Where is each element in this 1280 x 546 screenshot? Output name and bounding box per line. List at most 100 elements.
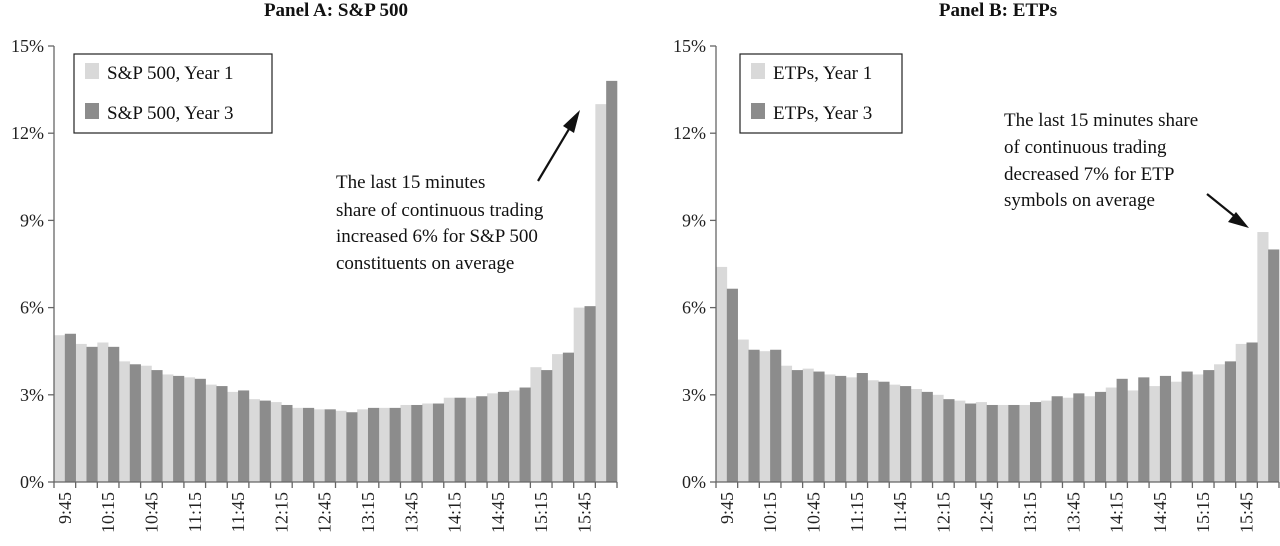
panel-a-bar-year3-1015 (108, 346, 120, 482)
panel-b-y-tick-label: 6% (682, 298, 706, 318)
panel-a-x-tick-label: 9:45 (55, 492, 75, 524)
panel-b-legend: ETPs, Year 1 ETPs, Year 3 (739, 53, 903, 134)
panel-b-bar-year1-1100 (824, 374, 836, 482)
panel-a-annotation-line-3: increased 6% for S&P 500 (336, 226, 538, 247)
panel-b-bar-year1-1145 (889, 384, 901, 482)
panel-b-bar-year1-1115 (845, 377, 858, 482)
panel-a: Panel A: S&P 500 0% 3% 6% 9% 12% 15% 9:45 10:1… (11, 0, 618, 533)
panel-a-bar-year3-1000 (86, 346, 98, 482)
panel-a-annotation-arrow (537, 123, 573, 182)
panel-b-bar-year1-1000 (737, 339, 749, 482)
panel-a-bar-year1-1015 (97, 342, 109, 482)
panel-a-legend-label-year1: S&P 500, Year 1 (107, 63, 234, 84)
panel-a-bar-year3-1115 (194, 378, 206, 482)
panel-a-y-tick-label: 15% (11, 36, 44, 56)
panel-b-bar-year1-945 (716, 266, 728, 482)
panel-a-x-tick-label: 13:15 (358, 492, 378, 533)
panel-a-bar-year1-1245 (313, 409, 325, 482)
panel-a-annotation-arrowhead (563, 110, 580, 133)
panel-b-bar-year3-1115 (856, 373, 868, 482)
panel-a-bar-year3-1445 (497, 391, 510, 482)
panel-a-bar-year3-1345 (411, 404, 423, 482)
panel-a-bar-year1-1445 (487, 393, 499, 482)
panel-b-annotation-line-4: symbols on average (1004, 190, 1155, 211)
panel-b-bar-year3-1100 (835, 375, 847, 482)
panel-a-bar-year3-1330 (389, 407, 401, 482)
panel-a-x-tick-label: 10:15 (98, 492, 118, 533)
panel-b-bar-year1-1400 (1084, 396, 1096, 482)
panel-b-bar-year3-1345 (1073, 393, 1085, 482)
panel-b-bar-year3-1430 (1138, 377, 1150, 482)
panel-b-x-tick-label: 12:45 (977, 492, 997, 533)
panel-b-annotation-arrow (1206, 193, 1239, 220)
panel-b-bar-year3-1130 (878, 381, 890, 482)
panel-a-x-tick-label: 15:15 (531, 492, 551, 533)
panel-a-bars (54, 80, 618, 482)
panel-a-annotation-line-4: constituents on average (336, 253, 514, 274)
panel-a-bar-year3-1400 (432, 403, 445, 482)
panel-b-bar-year3-1415 (1116, 378, 1128, 482)
panel-b-bar-year3-1315 (1029, 402, 1042, 482)
panel-a-bar-year3-1100 (173, 375, 185, 482)
panel-b-bar-year3-1545 (1246, 342, 1258, 482)
panel-a-bar-year1-1045 (140, 365, 152, 482)
panel-a-bar-year3-1500 (519, 387, 531, 482)
panel-a-bar-year1-1200 (248, 399, 261, 482)
panel-b-y-tick-label: 15% (673, 36, 706, 56)
panel-a-bar-year3-1200 (259, 400, 271, 482)
panel-a-legend-swatch-year1 (85, 63, 99, 79)
panel-a-x-tick-label: 14:45 (488, 492, 508, 533)
panel-b-x-tick-label: 11:15 (847, 492, 867, 532)
panel-b-bar-year1-1330 (1040, 400, 1052, 482)
panel-b-x-tick-label: 10:15 (760, 492, 780, 533)
panel-a-x-tick-label: 12:15 (271, 492, 291, 533)
panel-b-y-tick-label: 12% (673, 123, 706, 143)
panel-a-bar-year1-1430 (465, 397, 477, 482)
panel-b-bar-year1-1300 (997, 404, 1009, 482)
panel-b-annotation-line-1: The last 15 minutes share (1004, 110, 1198, 131)
panel-b-bar-year3-1200 (921, 391, 933, 482)
panel-b-bar-year3-1215 (943, 399, 955, 482)
panel-a-x-tick-label: 11:15 (185, 492, 205, 532)
panel-b-bar-year1-1245 (975, 402, 987, 482)
panel-b-legend-swatch-year3 (751, 103, 765, 119)
panel-b-bar-year1-1445 (1149, 386, 1161, 482)
panel-a-bar-year3-1030 (129, 364, 141, 482)
panel-a-y-tick-label: 12% (11, 123, 44, 143)
panel-a-annotation-line-2: share of continuous trading (336, 200, 544, 221)
panel-a-bar-year3-1545 (584, 306, 596, 482)
panel-b-annotation-arrowhead (1228, 212, 1249, 228)
panel-b-x-tick-label: 11:45 (890, 492, 910, 532)
panel-a-bar-year3-1430 (476, 396, 488, 482)
panel-a-bar-year3-1045 (151, 370, 163, 482)
panel-a-legend: S&P 500, Year 1 S&P 500, Year 3 (73, 53, 273, 134)
panel-b-legend-box (739, 53, 903, 134)
panel-b-bar-year3-1045 (813, 371, 825, 482)
panel-a-bar-year1-1230 (292, 407, 304, 482)
panel-a-axes (48, 45, 618, 488)
panel-a-bar-year3-1130 (216, 386, 228, 482)
panel-a-y-tick-label: 6% (20, 298, 44, 318)
panel-b-bar-year1-1430 (1127, 390, 1139, 482)
panel-b-annotation: The last 15 minutes share of continuous … (1004, 110, 1249, 228)
panel-a-bar-year3-1145 (238, 390, 250, 482)
panel-a-legend-label-year3: S&P 500, Year 3 (107, 103, 234, 124)
panel-b-bar-year3-1230 (965, 403, 977, 482)
panel-b-legend-swatch-year1 (751, 63, 765, 79)
panel-b-bar-year3-1015 (770, 349, 782, 482)
panel-b-bar-year1-1500 (1170, 381, 1182, 482)
panel-a-x-tick-label: 12:45 (315, 492, 335, 533)
panel-a-bar-year3-1600 (606, 80, 618, 482)
panel-b-bar-year1-1415 (1105, 387, 1117, 482)
panel-b-x-tick-label: 9:45 (717, 492, 737, 524)
panel-a-bar-year1-1145 (227, 391, 239, 482)
panel-a-bar-year3-1300 (346, 412, 358, 482)
panel-b-bar-year3-1530 (1224, 361, 1236, 482)
panel-a-bar-year1-1000 (75, 343, 87, 482)
panel-b-title: Panel B: ETPs (939, 0, 1057, 21)
panel-b-bar-year3-1330 (1051, 396, 1063, 482)
panel-a-bar-year1-1115 (183, 377, 196, 482)
panel-a-x-tick-label: 11:45 (228, 492, 248, 532)
panel-a-y-tick-label: 3% (20, 385, 44, 405)
panel-b-bar-year1-1530 (1214, 364, 1226, 482)
